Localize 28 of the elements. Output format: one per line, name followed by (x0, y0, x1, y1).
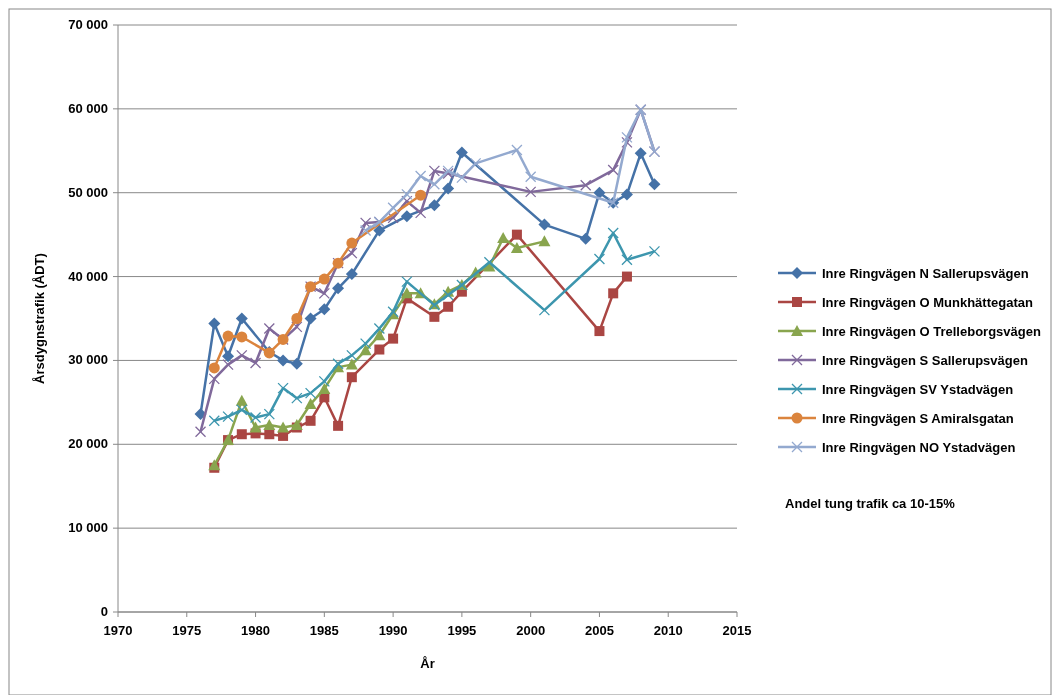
x-tick-label: 1970 (103, 623, 133, 638)
x-tick-label: 1985 (309, 623, 339, 638)
y-tick-label: 60 000 (68, 100, 108, 116)
x-tick-label: 1995 (447, 623, 477, 638)
y-tick-label: 10 000 (68, 520, 108, 536)
legend-label: Inre Ringvägen O Trelleborgsvägen (822, 324, 1041, 339)
y-axis-title: Årsdygnstrafik (ÅDT) (32, 253, 47, 384)
legend-label: Inre Ringvägen S Amiralsgatan (822, 411, 1014, 426)
legend-label: Inre Ringvägen N Sallerupsvägen (822, 266, 1029, 281)
x-tick-label: 1975 (172, 623, 202, 638)
legend-label: Inre Ringvägen SV Ystadvägen (822, 382, 1014, 397)
legend-label: Inre Ringvägen NO Ystadvägen (822, 440, 1016, 455)
text: Andel tung trafik ca 10-15% (785, 496, 956, 511)
x-axis-title: År (420, 656, 435, 671)
legend-label: Inre Ringvägen S Sallerupsvägen (822, 353, 1028, 368)
x-tick-label: 1980 (241, 623, 271, 638)
y-tick-label: 30 000 (68, 352, 108, 368)
x-tick-label: 2015 (722, 623, 752, 638)
x-tick-label: 2000 (516, 623, 546, 638)
y-tick-label: 70 000 (68, 17, 108, 32)
legend-label: Inre Ringvägen O Munkhättegatan (822, 295, 1033, 310)
y-tick-label: 50 000 (68, 184, 108, 200)
x-tick-label: 2010 (653, 623, 683, 638)
y-tick-label: 20 000 (68, 436, 108, 452)
x-tick-label: 2005 (584, 623, 614, 638)
y-tick-label: 0 (100, 604, 108, 619)
y-tick-label: 40 000 (68, 268, 108, 284)
x-tick-label: 1990 (378, 623, 408, 638)
